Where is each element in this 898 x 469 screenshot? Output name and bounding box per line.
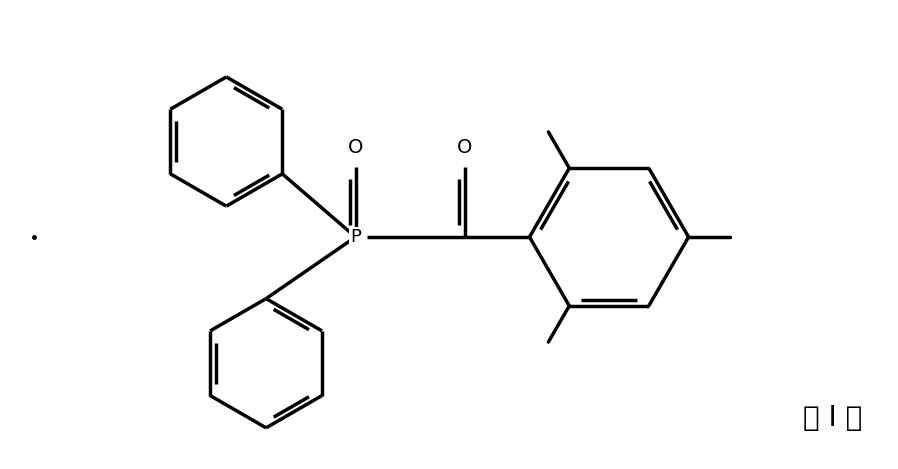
- Text: P: P: [350, 228, 361, 246]
- Text: （ I ）: （ I ）: [803, 404, 862, 432]
- Text: O: O: [457, 138, 472, 157]
- Text: O: O: [348, 138, 364, 157]
